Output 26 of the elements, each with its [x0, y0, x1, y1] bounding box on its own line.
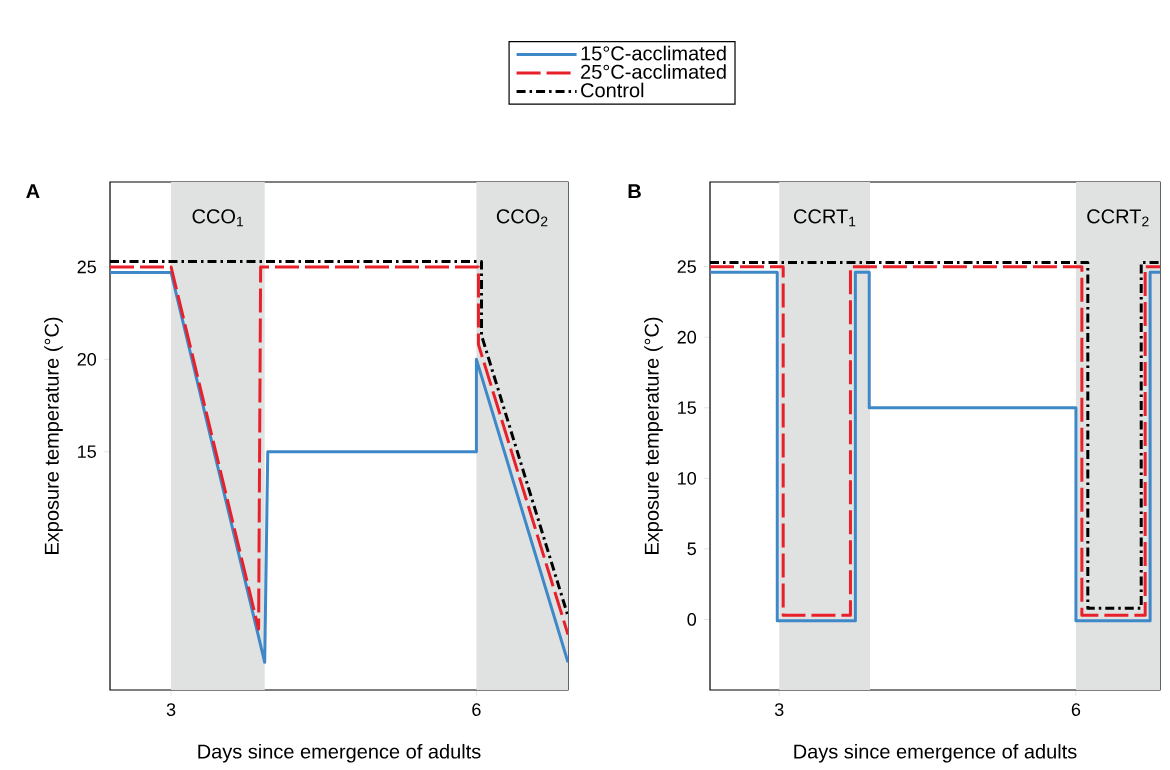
band-label: CCRT$_{1}$ [794, 209, 856, 227]
band-label: CCRT$_{2}$ [1087, 209, 1149, 227]
y-tick-label: 10 [678, 471, 697, 485]
y-tick-label: 5 [687, 542, 696, 556]
y-tick-label: 0 [687, 613, 697, 626]
legend-label: 25°C-acclimated [581, 64, 726, 79]
chart-title: A [26, 184, 40, 199]
x-tick-label: 6 [1071, 703, 1081, 716]
legend-label: Control [581, 82, 644, 98]
x-tick-label: 6 [472, 703, 481, 716]
y-axis-title: Exposure temperature (°C) [644, 317, 663, 554]
band-label: CCO$_{2}$ [496, 209, 548, 227]
y-tick-label: 20 [677, 330, 697, 344]
y-tick-label: 15 [78, 445, 96, 458]
x-axis-title: Days since emergence of adults [198, 743, 481, 763]
x-tick-label: 3 [166, 703, 176, 716]
band-label: CCO$_{1}$ [192, 209, 244, 227]
y-tick-label: 25 [77, 260, 96, 274]
legend-label: 15°C-acclimated [581, 45, 726, 61]
chart-title: B [628, 184, 641, 199]
y-tick-label: 25 [677, 260, 696, 274]
x-axis-title: Days since emergence of adults [794, 743, 1077, 763]
y-axis-title: Exposure temperature (°C) [44, 317, 63, 554]
y-tick-label: 15 [678, 401, 696, 415]
x-tick-label: 3 [774, 703, 784, 716]
y-tick-label: 20 [77, 352, 97, 366]
